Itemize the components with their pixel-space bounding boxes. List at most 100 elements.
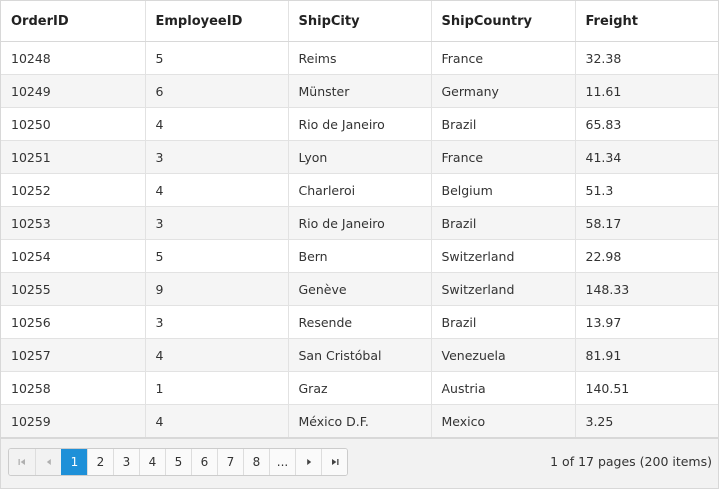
cell-shipcity[interactable]: Bern: [287, 239, 431, 273]
page-button-5[interactable]: 5: [165, 449, 191, 475]
cell-orderid[interactable]: 10251: [1, 140, 145, 174]
table-row[interactable]: 10250 4 Rio de Janeiro Brazil 65.83: [1, 107, 718, 141]
page-button-3[interactable]: 3: [113, 449, 139, 475]
cell-employeeid[interactable]: 5: [144, 41, 288, 75]
cell-freight[interactable]: 65.83: [574, 107, 718, 141]
last-page-icon: [331, 459, 338, 465]
cell-orderid[interactable]: 10254: [1, 239, 145, 273]
cell-employeeid[interactable]: 3: [144, 305, 288, 339]
next-page-icon: [306, 459, 311, 465]
next-page-button[interactable]: [295, 449, 321, 475]
page-button-6[interactable]: 6: [191, 449, 217, 475]
first-page-button[interactable]: [9, 449, 35, 475]
cell-shipcity[interactable]: Rio de Janeiro: [287, 107, 431, 141]
cell-shipcity[interactable]: San Cristóbal: [287, 338, 431, 372]
table-row[interactable]: 10259 4 México D.F. Mexico 3.25: [1, 404, 718, 438]
page-button-1[interactable]: 1: [61, 449, 87, 475]
cell-shipcity[interactable]: Resende: [287, 305, 431, 339]
table-row[interactable]: 10255 9 Genève Switzerland 148.33: [1, 272, 718, 306]
cell-employeeid[interactable]: 4: [144, 404, 288, 438]
cell-employeeid[interactable]: 9: [144, 272, 288, 306]
cell-shipcountry[interactable]: Venezuela: [430, 338, 575, 372]
cell-shipcountry[interactable]: Belgium: [430, 173, 575, 207]
cell-employeeid[interactable]: 1: [144, 371, 288, 405]
column-header-orderid[interactable]: OrderID: [1, 1, 145, 42]
cell-freight[interactable]: 140.51: [574, 371, 718, 405]
more-pages-button[interactable]: ...: [269, 449, 295, 475]
cell-shipcity[interactable]: Genève: [287, 272, 431, 306]
table-row[interactable]: 10249 6 Münster Germany 11.61: [1, 74, 718, 108]
column-header-shipcountry[interactable]: ShipCountry: [430, 1, 575, 42]
cell-employeeid[interactable]: 6: [144, 74, 288, 108]
cell-shipcity[interactable]: Charleroi: [287, 173, 431, 207]
cell-shipcountry[interactable]: Brazil: [430, 206, 575, 240]
cell-shipcountry[interactable]: Austria: [430, 371, 575, 405]
cell-orderid[interactable]: 10255: [1, 272, 145, 306]
cell-orderid[interactable]: 10249: [1, 74, 145, 108]
pager-buttons: 1 2 3 4 5 6 7 8 ...: [8, 448, 348, 476]
cell-shipcountry[interactable]: Germany: [430, 74, 575, 108]
cell-shipcity[interactable]: Lyon: [287, 140, 431, 174]
page-button-8[interactable]: 8: [243, 449, 269, 475]
cell-orderid[interactable]: 10259: [1, 404, 145, 438]
column-header-shipcity[interactable]: ShipCity: [287, 1, 431, 42]
cell-shipcity[interactable]: Graz: [287, 371, 431, 405]
cell-shipcountry[interactable]: Brazil: [430, 305, 575, 339]
cell-shipcountry[interactable]: France: [430, 41, 575, 75]
cell-freight[interactable]: 51.3: [574, 173, 718, 207]
page-button-2[interactable]: 2: [87, 449, 113, 475]
cell-freight[interactable]: 81.91: [574, 338, 718, 372]
cell-employeeid[interactable]: 4: [144, 107, 288, 141]
cell-employeeid[interactable]: 3: [144, 140, 288, 174]
cell-shipcity[interactable]: Münster: [287, 74, 431, 108]
cell-freight[interactable]: 11.61: [574, 74, 718, 108]
cell-freight[interactable]: 32.38: [574, 41, 718, 75]
previous-page-button[interactable]: [35, 449, 61, 475]
cell-shipcountry[interactable]: France: [430, 140, 575, 174]
cell-freight[interactable]: 58.17: [574, 206, 718, 240]
pager-info: 1 of 17 pages (200 items): [550, 454, 712, 469]
cell-orderid[interactable]: 10256: [1, 305, 145, 339]
first-page-icon: [18, 459, 25, 465]
cell-shipcity[interactable]: México D.F.: [287, 404, 431, 438]
table-row[interactable]: 10251 3 Lyon France 41.34: [1, 140, 718, 174]
cell-employeeid[interactable]: 4: [144, 173, 288, 207]
cell-freight[interactable]: 22.98: [574, 239, 718, 273]
cell-freight[interactable]: 148.33: [574, 272, 718, 306]
cell-shipcity[interactable]: Rio de Janeiro: [287, 206, 431, 240]
cell-freight[interactable]: 3.25: [574, 404, 718, 438]
cell-orderid[interactable]: 10250: [1, 107, 145, 141]
cell-shipcountry[interactable]: Switzerland: [430, 239, 575, 273]
cell-shipcountry[interactable]: Brazil: [430, 107, 575, 141]
cell-freight[interactable]: 41.34: [574, 140, 718, 174]
table-row[interactable]: 10252 4 Charleroi Belgium 51.3: [1, 173, 718, 207]
last-page-button[interactable]: [321, 449, 347, 475]
cell-employeeid[interactable]: 4: [144, 338, 288, 372]
table-row[interactable]: 10257 4 San Cristóbal Venezuela 81.91: [1, 338, 718, 372]
column-header-freight[interactable]: Freight: [574, 1, 718, 42]
previous-page-icon: [46, 459, 51, 465]
cell-orderid[interactable]: 10253: [1, 206, 145, 240]
cell-employeeid[interactable]: 5: [144, 239, 288, 273]
header-row: OrderID EmployeeID ShipCity ShipCountry …: [1, 1, 718, 42]
table-row[interactable]: 10256 3 Resende Brazil 13.97: [1, 305, 718, 339]
cell-orderid[interactable]: 10258: [1, 371, 145, 405]
cell-shipcity[interactable]: Reims: [287, 41, 431, 75]
table-row[interactable]: 10258 1 Graz Austria 140.51: [1, 371, 718, 405]
grid-table: OrderID EmployeeID ShipCity ShipCountry …: [1, 1, 718, 438]
cell-employeeid[interactable]: 3: [144, 206, 288, 240]
page-button-7[interactable]: 7: [217, 449, 243, 475]
cell-shipcountry[interactable]: Switzerland: [430, 272, 575, 306]
pager: 1 2 3 4 5 6 7 8 ... 1 of 17 pages (200 i…: [1, 438, 718, 488]
cell-shipcountry[interactable]: Mexico: [430, 404, 575, 438]
cell-orderid[interactable]: 10257: [1, 338, 145, 372]
table-row[interactable]: 10248 5 Reims France 32.38: [1, 41, 718, 75]
table-row[interactable]: 10254 5 Bern Switzerland 22.98: [1, 239, 718, 273]
cell-freight[interactable]: 13.97: [574, 305, 718, 339]
table-row[interactable]: 10253 3 Rio de Janeiro Brazil 58.17: [1, 206, 718, 240]
cell-orderid[interactable]: 10248: [1, 41, 145, 75]
column-header-employeeid[interactable]: EmployeeID: [144, 1, 288, 42]
page-button-4[interactable]: 4: [139, 449, 165, 475]
cell-orderid[interactable]: 10252: [1, 173, 145, 207]
